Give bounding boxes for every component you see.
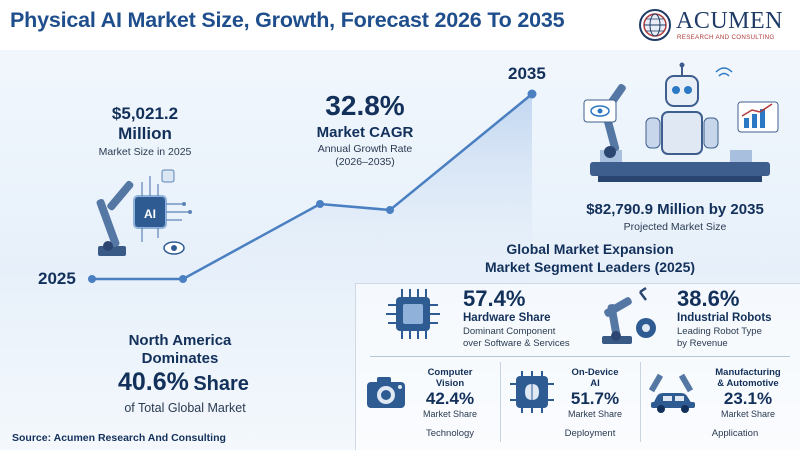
industrial-robots-title: Industrial Robots xyxy=(677,312,772,324)
ai-chip-robot-icon: AI xyxy=(96,169,192,256)
car-assembly-icon xyxy=(648,373,695,413)
cagr-value: 32.8% xyxy=(325,90,405,121)
computer-vision-category: Technology xyxy=(425,428,475,439)
humanoid-robot-factory-icon xyxy=(583,62,779,182)
manufacturing-title-2: & Automotive xyxy=(717,378,779,389)
chip-icon xyxy=(386,289,440,339)
north-america-share-word: Share xyxy=(193,373,249,395)
segment-divider xyxy=(370,356,790,357)
timeline-start-year: 2025 xyxy=(38,269,76,288)
logo-subtitle: RESEARCH AND CONSULTING xyxy=(677,34,775,41)
industrial-robots-desc-1: Leading Robot Type xyxy=(677,326,762,337)
expansion-title: Global Market Expansion xyxy=(506,241,674,257)
page-title: Physical AI Market Size, Growth, Forecas… xyxy=(10,8,565,32)
market-size-2025-value: $5,021.2 xyxy=(111,104,179,123)
north-america-title-1: North America xyxy=(128,332,232,349)
industrial-robots-value: 38.6% xyxy=(677,286,740,311)
acumen-logo: Acumen RESEARCH AND CONSULTING xyxy=(636,6,796,46)
growth-line-graphic xyxy=(88,89,537,290)
north-america-value: 40.6% xyxy=(118,368,189,396)
on-device-ai-value: 51.7% xyxy=(570,389,620,408)
cagr-caption: Annual Growth Rate xyxy=(317,143,413,155)
market-size-2025-caption: Market Size in 2025 xyxy=(98,146,192,158)
computer-vision-title-1: Computer xyxy=(427,367,473,378)
computer-vision-title-2: Vision xyxy=(435,378,465,389)
computer-vision-share: Market Share xyxy=(422,409,478,419)
card-divider-1 xyxy=(500,362,501,442)
industrial-robots-desc-2: by Revenue xyxy=(677,338,728,349)
timeline-end-year: 2035 xyxy=(508,64,546,83)
source-credit: Source: Acumen Research And Consulting xyxy=(12,432,226,444)
on-device-ai-title-1: On-Device xyxy=(571,367,619,378)
north-america-title-2: Dominates xyxy=(141,350,219,367)
expansion-subtitle: Market Segment Leaders (2025) xyxy=(484,259,696,275)
hardware-share-desc-2: over Software & Services xyxy=(463,338,570,349)
globe-logo-icon xyxy=(639,9,671,41)
svg-text:AI: AI xyxy=(144,207,156,221)
manufacturing-value: 23.1% xyxy=(723,389,773,408)
logo-name: Acumen xyxy=(676,8,784,34)
cagr-title: Market CAGR xyxy=(316,124,414,141)
robot-arm-icon xyxy=(602,286,656,344)
north-america-caption: of Total Global Market xyxy=(124,401,246,415)
on-device-ai-title-2: AI xyxy=(590,378,600,389)
projected-market-caption: Projected Market Size xyxy=(623,221,727,233)
computer-vision-value: 42.4% xyxy=(425,389,475,408)
manufacturing-title-1: Manufacturing xyxy=(715,367,781,378)
hardware-share-value: 57.4% xyxy=(463,286,526,311)
on-device-ai-share: Market Share xyxy=(567,409,623,419)
hardware-share-desc-1: Dominant Component xyxy=(463,326,556,337)
camera-icon xyxy=(367,377,405,408)
brain-chip-icon xyxy=(510,371,554,413)
north-america-share-line: 40.6% Share xyxy=(118,368,249,397)
header: Physical AI Market Size, Growth, Forecas… xyxy=(0,0,800,50)
market-size-2025-unit: Million xyxy=(118,124,172,143)
cagr-period: (2026–2035) xyxy=(335,156,395,168)
hardware-share-title: Hardware Share xyxy=(463,312,551,324)
manufacturing-share: Market Share xyxy=(720,409,776,419)
on-device-ai-category: Deployment xyxy=(564,428,616,439)
card-divider-2 xyxy=(640,362,641,442)
manufacturing-category: Application xyxy=(711,428,759,439)
projected-market-value: $82,790.9 Million by 2035 xyxy=(586,201,764,218)
